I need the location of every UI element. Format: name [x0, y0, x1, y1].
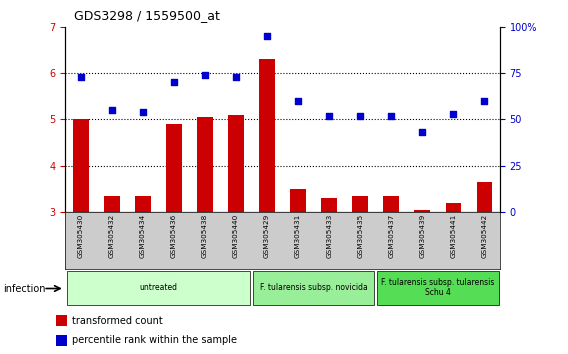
Text: GSM305438: GSM305438 — [202, 214, 208, 258]
Text: infection: infection — [3, 284, 45, 293]
Text: F. tularensis subsp. tularensis
Schu 4: F. tularensis subsp. tularensis Schu 4 — [381, 278, 495, 297]
Point — [107, 107, 116, 113]
Text: GSM305440: GSM305440 — [233, 214, 239, 258]
Text: GSM305433: GSM305433 — [326, 214, 332, 258]
Point — [417, 130, 427, 135]
Text: GSM305436: GSM305436 — [171, 214, 177, 258]
Bar — [73, 120, 89, 212]
Bar — [56, 335, 67, 346]
Point — [232, 74, 241, 80]
Point — [262, 33, 272, 39]
Text: GSM305434: GSM305434 — [140, 214, 146, 258]
Point — [201, 72, 210, 78]
Text: F. tularensis subsp. novicida: F. tularensis subsp. novicida — [260, 283, 367, 292]
Text: GSM305439: GSM305439 — [419, 214, 425, 258]
Bar — [104, 196, 120, 212]
Text: GDS3298 / 1559500_at: GDS3298 / 1559500_at — [74, 9, 220, 22]
Text: untreated: untreated — [139, 283, 177, 292]
Bar — [290, 189, 306, 212]
Bar — [260, 59, 275, 212]
Point — [324, 113, 333, 119]
Text: percentile rank within the sample: percentile rank within the sample — [72, 335, 237, 346]
Point — [356, 113, 365, 119]
Text: GSM305435: GSM305435 — [357, 214, 363, 258]
FancyBboxPatch shape — [377, 270, 499, 305]
Bar — [197, 117, 213, 212]
FancyBboxPatch shape — [253, 270, 374, 305]
Point — [449, 111, 458, 117]
Bar — [477, 182, 492, 212]
Bar — [383, 196, 399, 212]
Bar — [135, 196, 151, 212]
FancyBboxPatch shape — [66, 270, 250, 305]
Point — [294, 98, 303, 104]
Text: GSM305429: GSM305429 — [264, 214, 270, 258]
Point — [387, 113, 396, 119]
Text: transformed count: transformed count — [72, 316, 163, 326]
Bar — [56, 315, 67, 326]
Point — [169, 80, 178, 85]
Point — [139, 109, 148, 115]
Text: GSM305432: GSM305432 — [109, 214, 115, 258]
Text: GSM305441: GSM305441 — [450, 214, 456, 258]
Text: GSM305430: GSM305430 — [78, 214, 84, 258]
Text: GSM305442: GSM305442 — [481, 214, 487, 258]
Text: GSM305431: GSM305431 — [295, 214, 301, 258]
Point — [76, 74, 85, 80]
Bar — [166, 124, 182, 212]
Bar — [415, 210, 430, 212]
Point — [480, 98, 489, 104]
Bar — [321, 199, 337, 212]
Bar — [445, 203, 461, 212]
Bar — [228, 115, 244, 212]
Bar — [352, 196, 368, 212]
Text: GSM305437: GSM305437 — [388, 214, 394, 258]
